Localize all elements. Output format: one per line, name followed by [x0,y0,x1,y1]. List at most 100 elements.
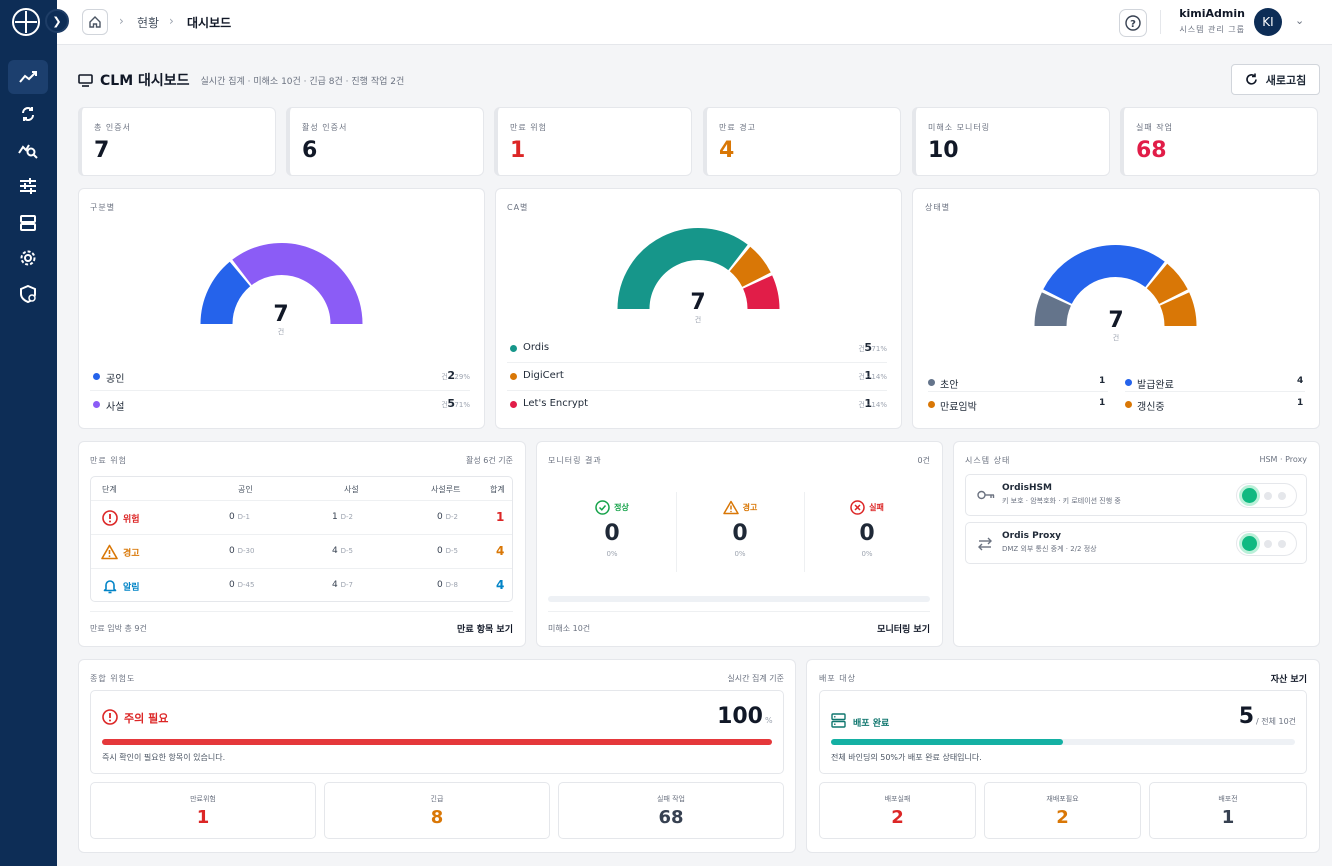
avatar[interactable]: KI [1254,8,1282,36]
stat-card-active[interactable]: 활성 인증서 6 [286,107,484,176]
refresh-button[interactable]: 새로고침 [1231,64,1320,95]
nav-shield-icon[interactable] [8,277,48,311]
legend-item[interactable]: 만료임박 1 [928,396,1108,414]
deploy-progress-fill [831,739,1063,745]
stat-card-monitoring[interactable]: 미해소 모니터링 10 [912,107,1110,176]
system-item-proxy[interactable]: Ordis Proxy DMZ 외부 통신 중계 · 2/2 정상 [965,522,1307,564]
chevron-down-icon[interactable]: ⌄ [1295,14,1305,27]
stat-value: 10 [928,138,959,163]
breadcrumb-separator-icon: › [169,14,174,28]
breadcrumb-item[interactable]: 현황 [137,16,160,30]
legend-dot [93,373,100,380]
status-gauge-chart [1034,245,1197,327]
legend-item[interactable]: DigiCert 1 건 · 14% [507,363,887,391]
table-row[interactable]: 위험 0 D-1 1 D-2 0 D-2 1 [91,500,512,534]
row-total: 1 [496,510,505,524]
sidebar-expand-button[interactable]: ❯ [45,9,69,33]
risk-mini-failed[interactable]: 실패 작업 68 [558,782,784,839]
expiry-view-link[interactable]: 만료 항목 보기 [457,625,513,635]
legend-item[interactable]: 사설 5 건 · 71% [90,391,470,419]
gauge-unit: 건 [277,328,285,336]
system-name: Ordis Proxy [1002,531,1061,541]
home-button[interactable] [82,9,108,35]
legend-count: 2 [447,369,455,382]
cell-value: 0 [437,546,443,556]
nav-monitoring-icon[interactable] [8,133,48,167]
asset-view-link[interactable]: 자산 보기 [1270,675,1307,685]
gauge-segment-1[interactable] [729,246,771,288]
stat-label: 미해소 모니터링 [928,123,991,132]
system-item-hsm[interactable]: OrdisHSM 키 보호 · 암복호화 · 키 로테이션 진행 중 [965,474,1307,516]
stat-label: 실패 작업 [1136,123,1173,132]
legend-item[interactable]: 공인 2 건 · 29% [90,363,470,391]
monitor-pct: 0% [861,550,873,558]
page-title: CLM 대시보드 [100,73,190,89]
gauge-segment-2[interactable] [1146,263,1188,305]
nav-renew-icon[interactable] [8,97,48,131]
system-name: OrdisHSM [1002,483,1052,493]
type-gauge-chart [200,243,363,325]
gauge-segment-3[interactable] [1159,292,1197,327]
gauge-segment-1[interactable] [232,243,363,325]
gauge-segment-0[interactable] [1034,292,1072,327]
x-circle-icon [850,500,865,515]
stat-label: 활성 인증서 [302,123,348,132]
stat-card-total[interactable]: 총 인증서 7 [78,107,276,176]
help-button[interactable]: ? [1119,9,1147,37]
risk-mini-urgent[interactable]: 긴급 8 [324,782,550,839]
legend-count: 5 [447,397,455,410]
legend-item[interactable]: 갱신중 1 [1125,396,1305,414]
legend-item[interactable]: Let's Encrypt 1 건 · 14% [507,391,887,419]
nav-server-icon[interactable] [8,206,48,240]
legend-count: 1 [1099,398,1106,408]
stage-label: 알림 [123,583,140,593]
deploy-mini-pending[interactable]: 배포전 1 [1149,782,1307,839]
nav-dashboard-icon[interactable] [8,60,48,94]
nav-gear-icon[interactable] [8,241,48,275]
gauge-segment-0[interactable] [200,261,251,325]
risk-progress-fill [102,739,772,745]
mini-label: 긴급 [430,795,444,803]
logo-icon[interactable] [12,8,40,36]
stat-card-expiry-warning[interactable]: 만료 경고 4 [703,107,901,176]
deploy-mini-redeploy[interactable]: 재배포필요 2 [984,782,1141,839]
monitor-stat-fail[interactable]: 실패 0 0% [827,500,907,558]
page-header: CLM 대시보드 실시간 집계 · 미해소 10건 · 긴급 8건 · 진행 작… [78,70,404,90]
deploy-value: 5 [1238,704,1254,729]
cell-day: D-1 [237,513,250,521]
legend-item[interactable]: 발급완료 4 [1125,374,1305,392]
monitoring-view-link[interactable]: 모니터링 보기 [877,625,930,635]
legend-count: 1 [1297,398,1304,408]
gauge-segment-1[interactable] [1043,245,1165,305]
monitor-stat-warning[interactable]: 경고 0 0% [700,500,780,558]
table-row[interactable]: 경고 0 D-30 4 D-5 0 D-5 4 [91,534,512,568]
card-title: 모니터링 결과 [548,456,602,465]
status-indicator[interactable] [1236,531,1297,556]
gauge-segment-2[interactable] [742,275,780,310]
table-row[interactable]: 알림 0 D-45 4 D-7 0 D-8 4 [91,568,512,602]
status-indicator[interactable] [1236,483,1297,508]
stat-value: 6 [302,138,318,163]
nav-settings-sliders-icon[interactable] [8,169,48,203]
stage-label: 위험 [123,515,140,525]
divider [676,492,677,572]
deploy-mini-failed[interactable]: 배포실패 2 [819,782,976,839]
stat-label: 만료 경고 [719,123,756,132]
monitor-stat-ok[interactable]: 정상 0 0% [572,500,652,558]
divider [548,611,930,612]
legend-item[interactable]: 초안 1 [928,374,1108,392]
legend-item[interactable]: Ordis 5 건 · 71% [507,335,887,363]
mini-value: 1 [196,807,210,828]
user-name: kimiAdmin [1179,7,1245,20]
mini-value: 1 [1221,807,1235,828]
key-icon [977,490,995,500]
system-desc: DMZ 외부 통신 중계 · 2/2 정상 [1002,545,1097,553]
gauge-segment-0[interactable] [617,228,748,310]
risk-mini-expiry[interactable]: 만료위험 1 [90,782,316,839]
stat-card-failed-jobs[interactable]: 실패 작업 68 [1120,107,1318,176]
cell-value: 1 [332,512,338,522]
legend-dot [1125,401,1132,408]
stat-card-expiry-risk[interactable]: 만료 위험 1 [494,107,692,176]
gauge-card-type [78,188,485,429]
